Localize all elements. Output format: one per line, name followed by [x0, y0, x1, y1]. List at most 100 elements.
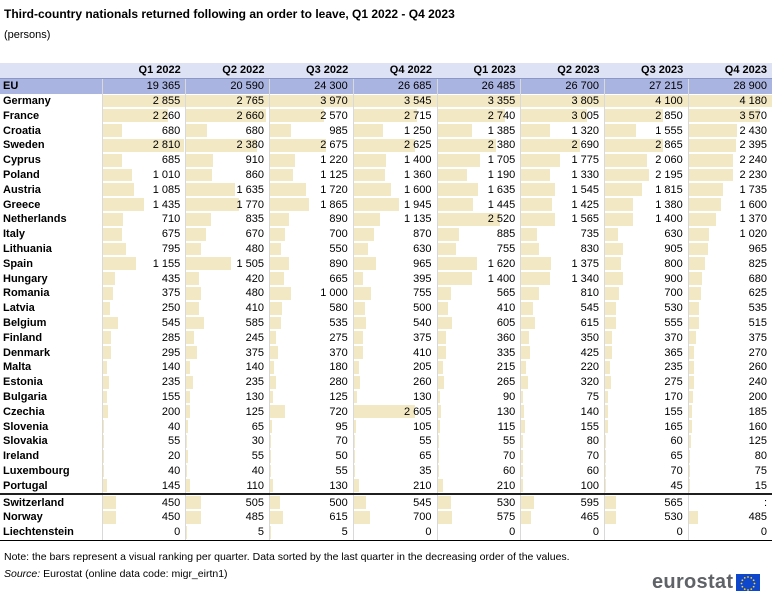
- cell-value: 24 300: [314, 80, 348, 93]
- table-row: Czechia 200 125 720 2 605 130 140 155 185: [0, 404, 772, 420]
- ranking-bar: [353, 449, 356, 463]
- table-cell: 905: [604, 241, 689, 257]
- cell-value: 680: [245, 124, 264, 137]
- table-cell: 1 445: [436, 197, 521, 212]
- table-cell: 55: [101, 433, 186, 449]
- table-cell: 2 675: [269, 137, 354, 153]
- table-cell: 2 380: [185, 137, 270, 153]
- table-cell: 3 355: [436, 93, 521, 109]
- ranking-bar: [186, 183, 236, 197]
- ranking-bar: [688, 375, 694, 389]
- ranking-bar: [186, 94, 269, 108]
- ranking-bar: [186, 257, 232, 271]
- table-cell: 40: [101, 419, 186, 434]
- table-cell: 625: [687, 285, 772, 301]
- ranking-bar: [102, 316, 119, 330]
- cell-value: 2 855: [152, 94, 181, 107]
- row-label: Liechtenstein: [0, 524, 102, 541]
- ranking-bar: [353, 405, 415, 419]
- ranking-bar: [270, 138, 326, 152]
- cell-value: 860: [245, 168, 264, 181]
- cell-value: 0: [676, 526, 683, 539]
- cell-value: 55: [335, 464, 348, 477]
- table-row: EU 19 365 20 590 24 300 26 685 26 485 26 700 27…: [0, 78, 772, 94]
- table-cell: 3 545: [352, 93, 437, 109]
- ranking-bar: [437, 375, 445, 389]
- cell-value: 40: [251, 464, 264, 477]
- ranking-bar: [605, 449, 607, 463]
- ranking-bar: [186, 420, 189, 433]
- cell-value: 550: [329, 242, 348, 255]
- header-corner: [0, 63, 102, 79]
- cell-value: 155: [161, 390, 181, 403]
- table-cell: 95: [269, 419, 354, 434]
- cell-value: 3 355: [487, 94, 516, 107]
- table-cell: 480: [185, 241, 270, 257]
- cell-value: 1 135: [403, 213, 432, 226]
- table-cell: 105: [352, 419, 437, 434]
- ranking-bar: [102, 375, 110, 389]
- table-cell: 3 805: [520, 93, 605, 109]
- cell-value: 1 435: [152, 198, 181, 211]
- ranking-bar: [353, 301, 366, 315]
- cell-value: 515: [748, 316, 767, 329]
- cell-value: 370: [664, 331, 683, 344]
- ranking-bar: [605, 286, 620, 300]
- ranking-bar: [605, 198, 633, 211]
- ranking-bar: [437, 434, 439, 448]
- table-cell: 1 020: [687, 226, 772, 242]
- ranking-bar: [605, 183, 642, 197]
- table-cell: 75: [687, 463, 772, 479]
- cell-value: 675: [161, 228, 181, 241]
- table-cell: 27 215: [604, 78, 689, 94]
- ranking-bar: [353, 183, 392, 197]
- table-cell: 75: [520, 389, 605, 405]
- cell-value: 410: [245, 302, 264, 315]
- cell-value: 830: [580, 242, 599, 255]
- cell-value: 1 375: [571, 257, 599, 270]
- ranking-bar: [605, 94, 688, 108]
- cell-value: 420: [245, 272, 264, 285]
- data-table: Q1 2022 Q2 2022 Q3 2022 Q4 2022 Q1 2023 Q2 20…: [0, 63, 772, 541]
- table-cell: 15: [687, 478, 772, 495]
- table-cell: 185: [687, 404, 772, 420]
- table-cell: 2 060: [604, 152, 689, 168]
- ranking-bar: [688, 286, 702, 300]
- table-cell: 1 360: [352, 167, 437, 183]
- table-cell: 335: [436, 345, 521, 360]
- table-cell: 60: [436, 463, 521, 479]
- ranking-bar: [353, 496, 367, 509]
- cell-value: 605: [496, 316, 516, 329]
- table-cell: 530: [604, 509, 689, 525]
- cell-value: 1 020: [739, 228, 767, 241]
- cell-value: 335: [496, 346, 516, 359]
- cell-value: :: [763, 496, 767, 509]
- ranking-bar: [437, 420, 441, 433]
- cell-value: 275: [329, 331, 348, 344]
- ranking-bar: [688, 360, 694, 374]
- cell-value: 15: [754, 479, 767, 492]
- ranking-bar: [353, 375, 360, 389]
- table-cell: 1 000: [269, 285, 354, 301]
- cell-value: 545: [413, 496, 432, 509]
- ranking-bar: [186, 242, 201, 256]
- ranking-bar: [186, 464, 188, 478]
- row-label: Ireland: [3, 450, 40, 463]
- ranking-bar: [437, 242, 457, 256]
- table-cell: 700: [269, 226, 354, 242]
- table-cell: 1 400: [604, 211, 689, 227]
- cell-value: 20: [168, 450, 181, 463]
- ranking-bar: [688, 212, 717, 226]
- cell-value: 2 230: [739, 168, 767, 181]
- table-cell: 125: [269, 389, 354, 405]
- table-cell: 485: [185, 509, 270, 525]
- table-row: Netherlands 710 835 890 1 135 2 520 1 565 1 400…: [0, 211, 772, 227]
- table-cell: 540: [352, 315, 437, 331]
- ranking-bar: [688, 346, 695, 359]
- ranking-bar: [270, 286, 291, 300]
- table-cell: 220: [520, 359, 605, 375]
- row-label: Luxembourg: [3, 464, 70, 477]
- table-cell: 28 900: [687, 78, 772, 94]
- table-row: Bulgaria 155 130 125 130 90 75 170 200: [0, 389, 772, 405]
- cell-value: 2 060: [655, 154, 683, 167]
